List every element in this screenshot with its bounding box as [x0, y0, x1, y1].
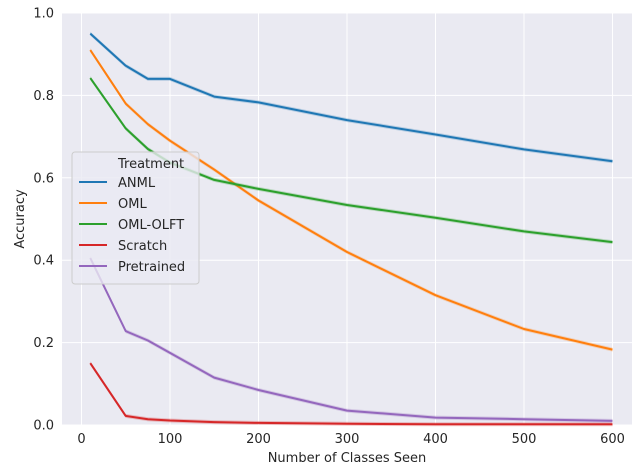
- y-tick-labels: 0.0 0.2 0.4 0.6 0.8 1.0: [33, 7, 54, 434]
- legend-label: Scratch: [118, 239, 167, 254]
- series-layer: [89, 31, 613, 427]
- legend-item: ANML: [79, 176, 156, 191]
- legend-item: OML-OLFT: [79, 218, 184, 233]
- x-tick-label: 600: [600, 432, 625, 447]
- x-tick-labels: 0 100 200 300 400 500 600: [77, 432, 625, 447]
- x-tick-label: 200: [246, 432, 271, 447]
- legend-items: ANML OML OML-OLFT Scratch Pretrained: [79, 176, 185, 275]
- x-tick-label: 500: [512, 432, 537, 447]
- legend-item: Pretrained: [79, 260, 185, 275]
- series-line: [89, 77, 613, 244]
- y-tick-label: 0.4: [33, 254, 54, 269]
- x-tick-label: 0: [77, 432, 85, 447]
- legend-label: OML: [118, 197, 147, 212]
- confidence-band: [90, 256, 613, 423]
- y-tick-label: 0.0: [33, 419, 54, 434]
- series-anml: [89, 31, 613, 164]
- confidence-band: [90, 361, 613, 427]
- legend-label: ANML: [118, 176, 156, 191]
- x-tick-label: 300: [335, 432, 360, 447]
- series-oml-olft: [89, 76, 613, 245]
- x-tick-label: 400: [423, 432, 448, 447]
- legend-title: Treatment: [117, 157, 184, 172]
- legend-label: Pretrained: [118, 260, 185, 275]
- y-axis-label: Accuracy: [13, 189, 28, 249]
- series-line: [89, 362, 613, 426]
- series-scratch: [89, 361, 613, 427]
- y-tick-label: 1.0: [33, 7, 54, 22]
- legend: Treatment ANML OML OML-OLFT Scratch Pretrain…: [71, 151, 200, 285]
- series-line: [89, 32, 613, 163]
- legend-item: OML: [79, 197, 147, 212]
- legend-box: [71, 151, 200, 285]
- x-axis-label: Number of Classes Seen: [268, 451, 427, 466]
- y-tick-label: 0.8: [33, 89, 54, 104]
- series-line: [89, 257, 613, 422]
- series-pretrained: [89, 256, 613, 423]
- y-tick-label: 0.2: [33, 336, 54, 351]
- x-tick-label: 100: [158, 432, 183, 447]
- legend-label: OML-OLFT: [118, 218, 184, 233]
- legend-item: Scratch: [79, 239, 167, 254]
- y-tick-label: 0.6: [33, 171, 54, 186]
